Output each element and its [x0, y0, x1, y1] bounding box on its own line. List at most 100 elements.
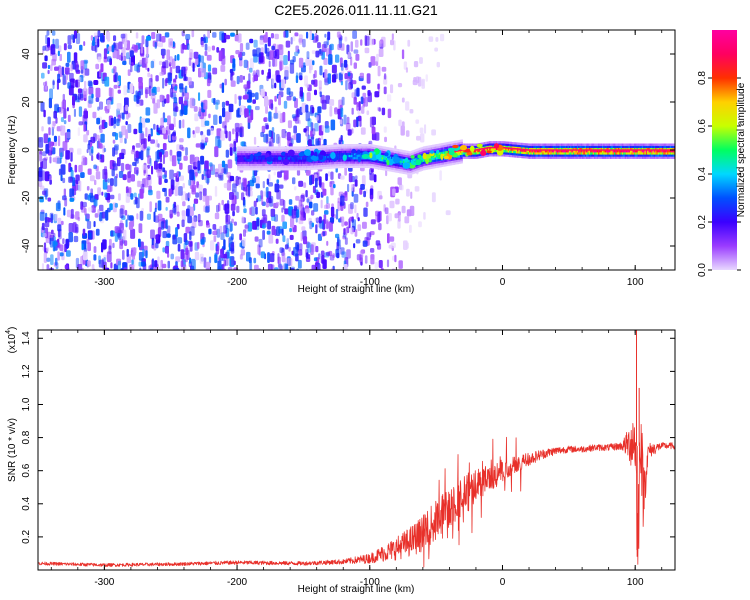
spectrogram-track-cell: [402, 154, 405, 157]
spectrogram-cell: [91, 264, 95, 270]
spectrogram-track-cell: [560, 156, 563, 159]
spectrogram-track-cell: [243, 165, 246, 169]
spectrogram-track-cell: [452, 143, 454, 146]
spectrogram-track-cell: [299, 159, 301, 162]
spectrogram-cell: [275, 238, 279, 244]
spectrogram-cell: [249, 38, 254, 44]
spectrogram-track-cell: [445, 153, 447, 156]
spectrogram-track-cell: [499, 141, 502, 144]
spectrogram-track-cell: [490, 154, 493, 157]
spectrogram-track-cell: [483, 148, 486, 151]
spectrogram-track-cell: [345, 148, 348, 151]
spectrogram-track-cell: [328, 144, 331, 148]
spectrogram-track-cell: [402, 171, 405, 174]
spectrogram-track-cell: [299, 168, 301, 171]
spectrogram-cell: [324, 33, 327, 38]
spectrogram-cell: [263, 117, 266, 122]
spectrogram-track-cell: [497, 141, 499, 144]
spectrogram-cell: [135, 143, 141, 148]
spectrogram-track-cell: [603, 154, 605, 157]
spectrogram-track-cell: [408, 151, 410, 154]
spectrogram-track-cell: [514, 146, 516, 149]
spectrogram-track-cell: [392, 167, 394, 170]
spectrogram-cell: [41, 72, 45, 79]
spectrogram-cell: [153, 211, 156, 222]
spectrogram-track-cell: [268, 168, 271, 171]
spectrogram-cell: [209, 162, 213, 167]
spectrogram-cell: [111, 168, 115, 177]
spectrogram-track-cell: [349, 152, 352, 155]
spectrogram-track-cell: [570, 143, 572, 146]
spectrogram-cell: [123, 85, 127, 96]
spectrogram-track-cell: [300, 159, 303, 162]
spectrogram-track-cell: [409, 153, 412, 156]
spectrogram-track-cell: [562, 156, 564, 159]
spectrogram-track-cell: [530, 147, 532, 151]
spectrogram-track-cell: [632, 145, 635, 149]
spectrogram-cell: [425, 74, 428, 82]
spectrogram-cell: [183, 264, 187, 270]
spectrogram-cell: [214, 212, 220, 220]
spectrogram-track-cell: [347, 148, 349, 151]
spectrogram-cell: [335, 54, 340, 63]
spectrogram-track-cell: [559, 150, 562, 153]
spectrogram-track-cell: [396, 170, 398, 173]
spectrogram-track-cell: [461, 139, 463, 142]
spectrogram-track-cell: [620, 156, 623, 159]
spectrogram-track-cell: [275, 168, 278, 171]
spectrogram-cell: [262, 191, 266, 197]
spectrogram-cell: [228, 131, 232, 142]
spectrogram-cell: [181, 219, 185, 228]
spectrogram-track-cell: [409, 170, 412, 173]
spectrogram-track-cell: [250, 161, 252, 164]
spectrogram-track-cell: [399, 153, 401, 156]
spectrogram-track-cell: [286, 157, 288, 160]
spectrogram-cell: [156, 86, 160, 93]
spectrogram-track-cell: [430, 147, 433, 150]
spectrogram-track-cell: [515, 151, 518, 154]
spectrogram-track-cell: [308, 146, 311, 149]
spectrogram-track-cell: [611, 152, 613, 155]
spectrogram-cell: [88, 232, 92, 239]
spectrogram-track-cell: [347, 150, 349, 153]
spectrogram-cell: [225, 211, 228, 223]
spectrogram-cell: [125, 186, 129, 194]
spectrogram-track-cell: [598, 154, 600, 157]
spectrogram-cell: [286, 237, 289, 244]
spectrogram-track-cell: [616, 150, 619, 153]
spectrogram-cell: [356, 116, 359, 128]
spectrogram-cell: [261, 195, 264, 206]
spectrogram-track-cell: [294, 161, 296, 164]
spectrogram-track-cell: [446, 146, 449, 149]
spectrogram-track-cell: [586, 143, 588, 146]
spectrogram-track-cell: [304, 157, 307, 160]
spectrogram-track-cell: [453, 158, 455, 161]
spectrogram-cell: [145, 38, 149, 48]
spectrogram-track-cell: [564, 152, 567, 155]
spectrogram-track-cell: [333, 146, 336, 150]
spectrogram-cell: [353, 97, 357, 105]
spectrogram-track-cell: [522, 149, 524, 152]
spectrogram-track-cell: [617, 150, 620, 153]
spectrogram-track-cell: [257, 161, 259, 164]
spectrogram-cell: [90, 136, 96, 144]
spectrogram-track-cell: [275, 155, 278, 158]
spectrogram-track-cell: [353, 152, 356, 155]
spectrogram-track-cell: [389, 169, 392, 172]
spectrogram-track-cell: [300, 163, 303, 167]
spectrogram-cell: [125, 192, 130, 203]
spectrogram-cell: [327, 171, 331, 177]
spectrogram-cell: [370, 254, 375, 260]
spectrogram-track-cell: [420, 147, 422, 150]
spectrogram-cell: [421, 79, 424, 87]
spectrogram-cell: [256, 47, 261, 57]
spectrogram-cell: [141, 35, 145, 45]
spectrogram-cell: [207, 30, 210, 39]
spectrogram-track-cell: [560, 145, 563, 149]
spectrogram-track-cell: [608, 143, 611, 146]
spectrogram-cell: [315, 115, 319, 121]
spectrogram-cell: [255, 92, 259, 100]
spectrogram-track-cell: [616, 154, 619, 157]
spectrogram-track-cell: [255, 165, 258, 169]
spectrogram-cell: [286, 95, 292, 101]
